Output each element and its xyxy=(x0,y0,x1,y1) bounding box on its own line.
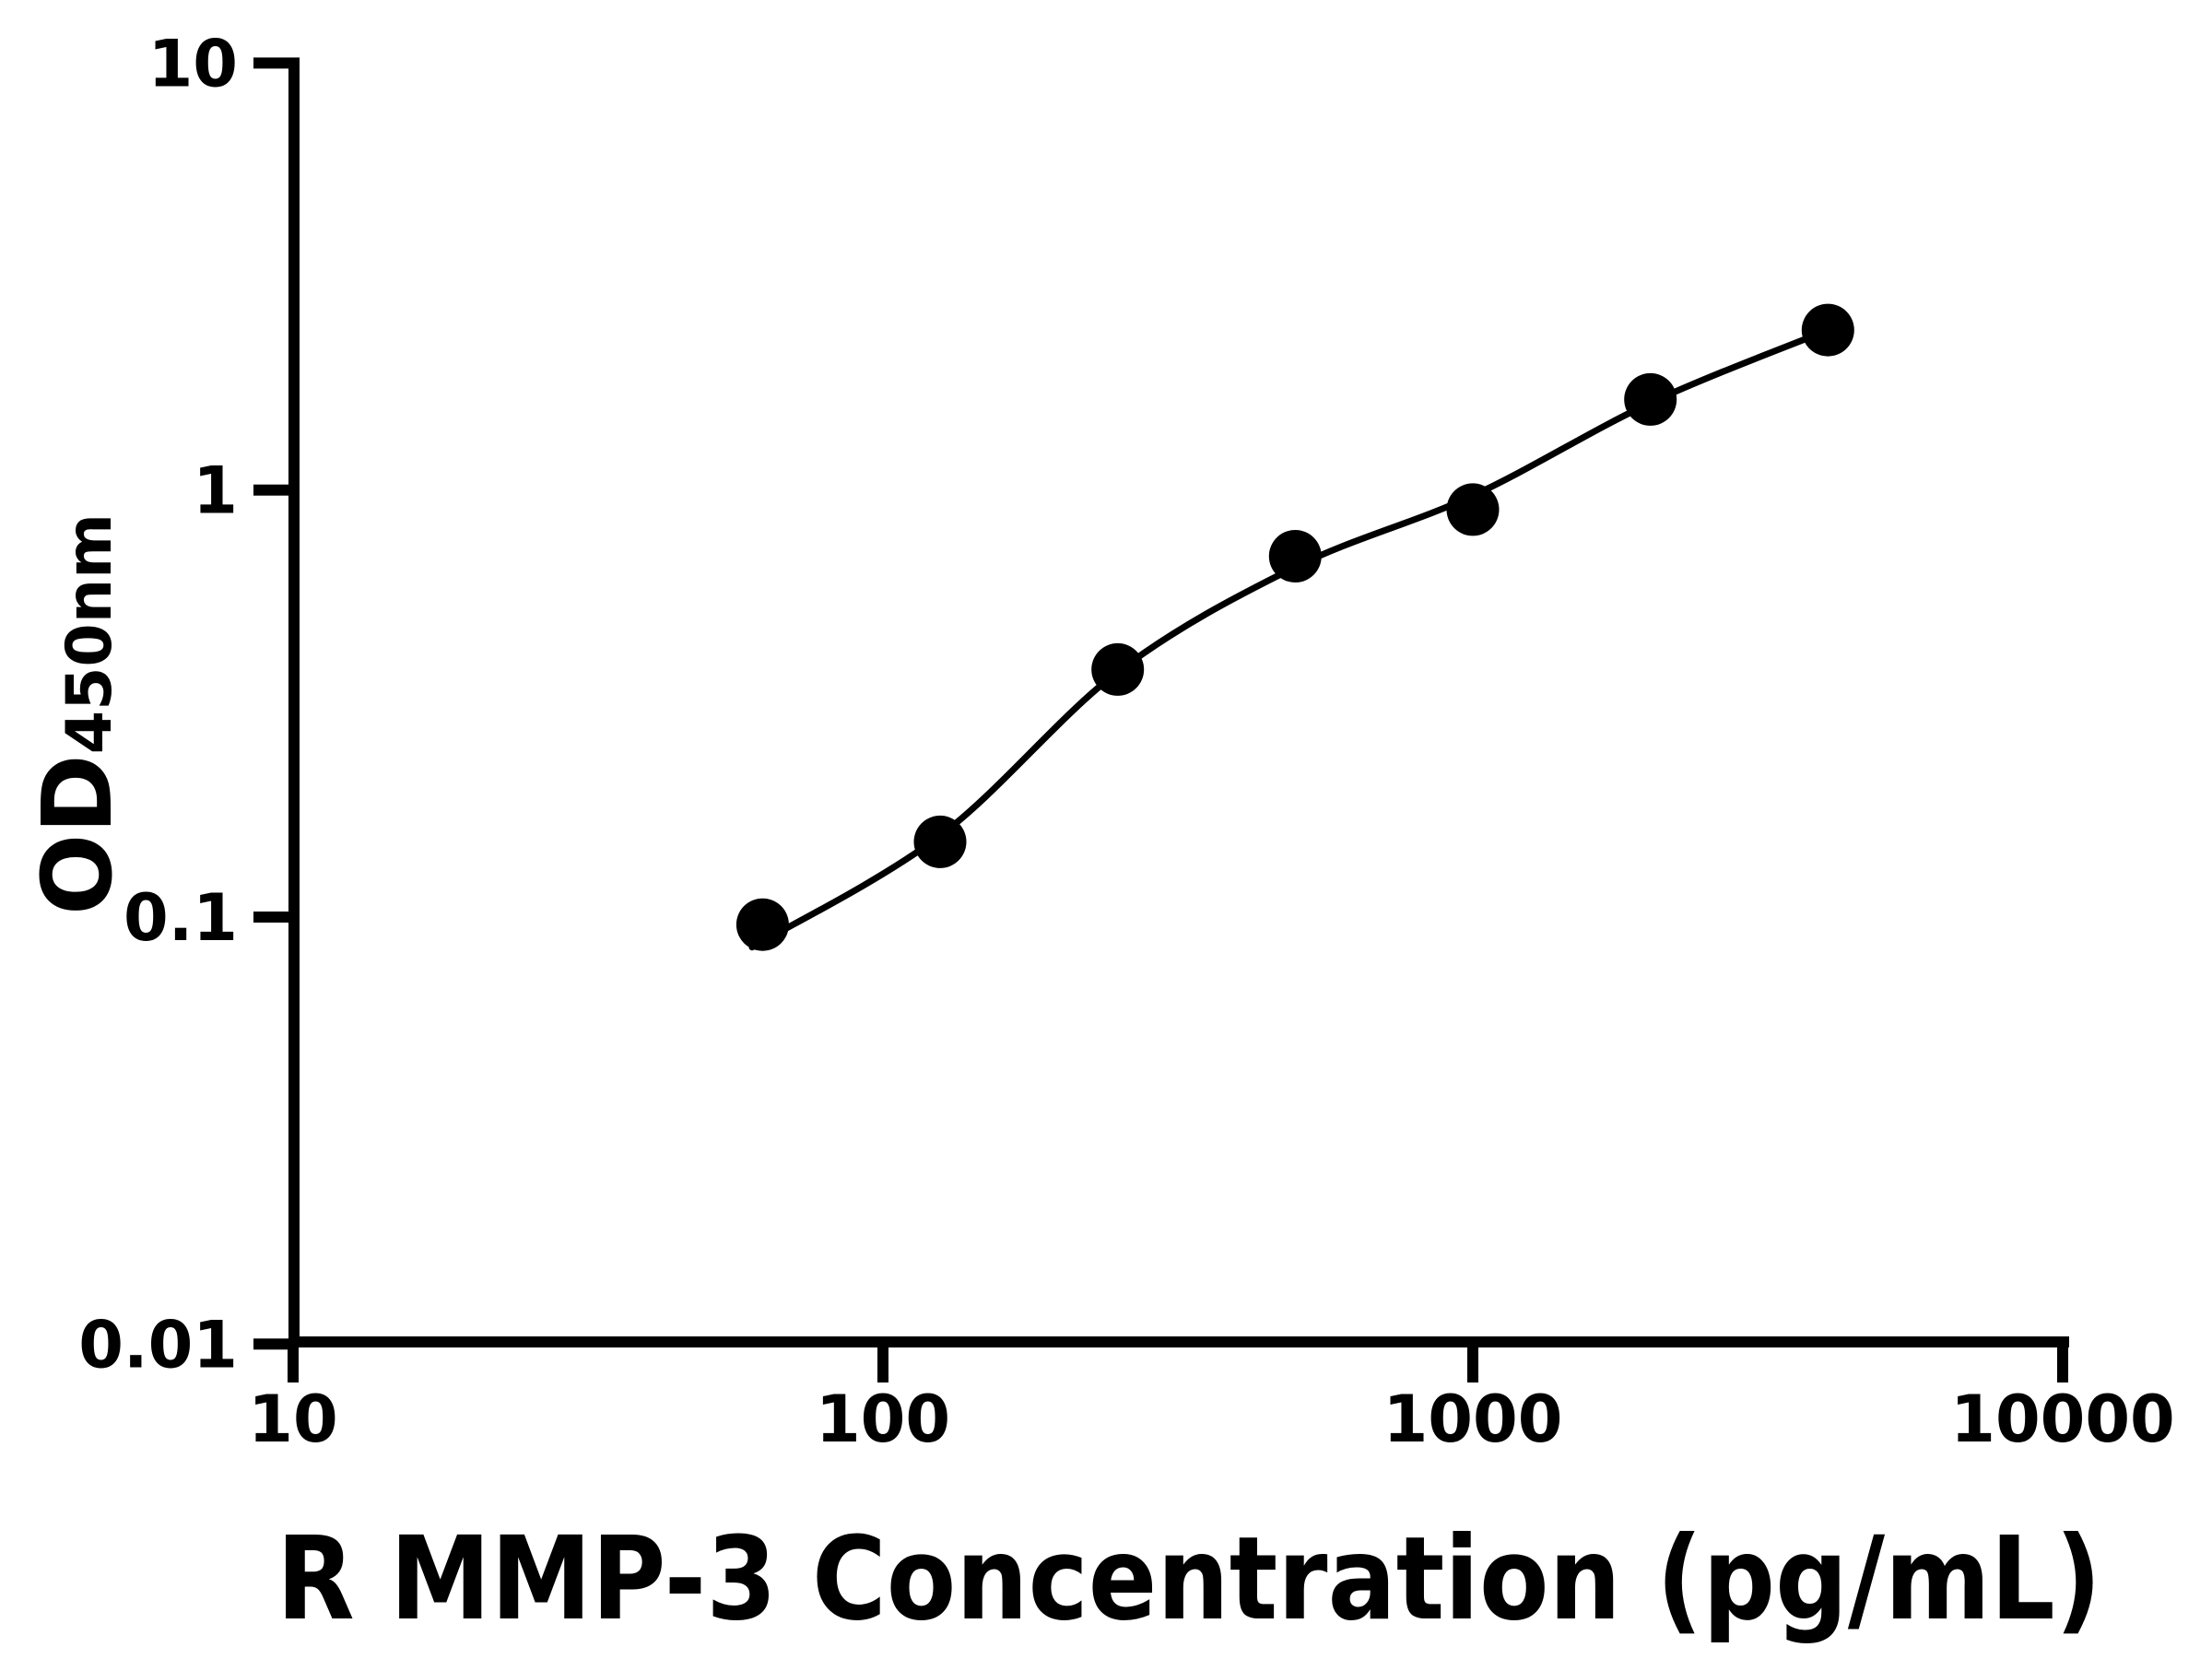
fitted-curve xyxy=(748,326,1831,951)
data-points-group xyxy=(735,303,1854,951)
y-tick-label: 1 xyxy=(193,453,238,529)
x-axis-line xyxy=(288,1336,2069,1347)
y-tick-label: 10 xyxy=(148,26,238,101)
y-tick xyxy=(253,484,288,496)
data-point xyxy=(1624,372,1677,426)
y-tick xyxy=(253,1338,288,1350)
y-tick-label: 0.01 xyxy=(78,1307,238,1382)
x-tick-label: 10000 xyxy=(1950,1382,2175,1457)
data-point xyxy=(1801,303,1854,357)
x-ticks-group: 10 100 1000 10000 xyxy=(248,1347,2175,1457)
y-tick xyxy=(253,57,288,69)
data-point xyxy=(735,898,789,951)
data-point xyxy=(1091,642,1145,696)
x-tick xyxy=(877,1347,888,1382)
x-axis-title: R MMP-3 Concentration (pg/mL) xyxy=(276,1512,2101,1645)
y-ticks-group: 10 1 0.1 0.01 xyxy=(78,26,288,1382)
data-point xyxy=(1268,530,1322,582)
y-axis-title-subscript: 450nm xyxy=(53,513,126,754)
data-point xyxy=(913,815,967,868)
y-axis-line xyxy=(288,57,300,1347)
y-tick xyxy=(253,912,288,923)
data-point xyxy=(1446,483,1500,536)
y-axis-title-main: OD xyxy=(21,754,134,915)
y-axis-title: OD450nm xyxy=(21,513,134,915)
x-tick-label: 1000 xyxy=(1383,1382,1563,1457)
y-tick-label: 0.1 xyxy=(124,880,238,956)
x-tick-label: 100 xyxy=(816,1382,950,1457)
x-tick xyxy=(2057,1347,2068,1382)
x-tick xyxy=(1467,1347,1478,1382)
axes-group xyxy=(288,57,2069,1347)
x-tick xyxy=(288,1347,299,1382)
x-tick-label: 10 xyxy=(248,1382,337,1457)
